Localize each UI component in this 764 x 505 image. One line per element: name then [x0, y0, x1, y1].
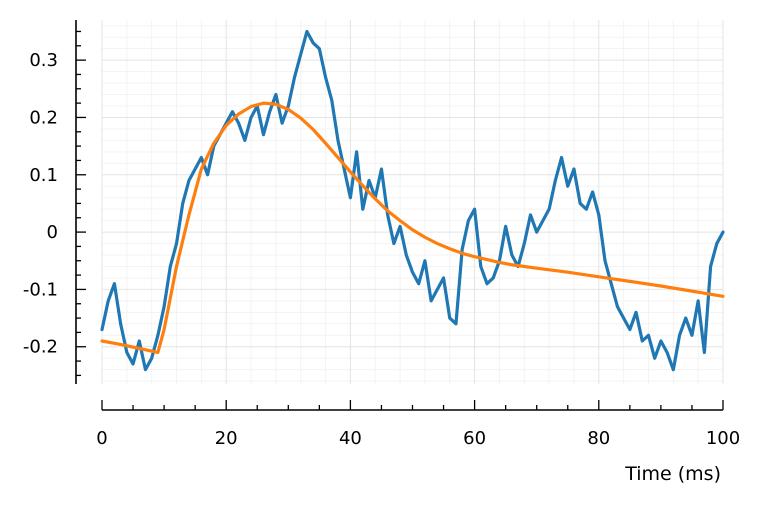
x-tick-label: 80 [587, 428, 610, 449]
x-axis-title: Time (ms) [624, 463, 721, 485]
x-tick-label: 100 [706, 428, 740, 449]
x-tick-label: 0 [96, 428, 107, 449]
y-tick-label: 0.1 [29, 165, 58, 186]
y-tick-label: -0.1 [23, 279, 58, 300]
series-layer [100, 29, 725, 372]
minor-gridlines [102, 20, 723, 384]
x-tick-label: 40 [339, 428, 362, 449]
y-tick-label: -0.2 [23, 337, 58, 358]
x-tick-label: 60 [463, 428, 486, 449]
y-tick-label: 0.2 [29, 107, 58, 128]
y-tick-label: 0 [47, 222, 58, 243]
y-tick-label: 0.3 [29, 50, 58, 71]
x-tick-label: 20 [215, 428, 238, 449]
series-line-1 [100, 29, 725, 372]
axes [75, 20, 724, 411]
tick-labels: 0 20 40 60 80 100 -0.2 -0.1 0 0.1 0.2 0.3 [23, 50, 740, 449]
series-line-2 [100, 101, 725, 355]
